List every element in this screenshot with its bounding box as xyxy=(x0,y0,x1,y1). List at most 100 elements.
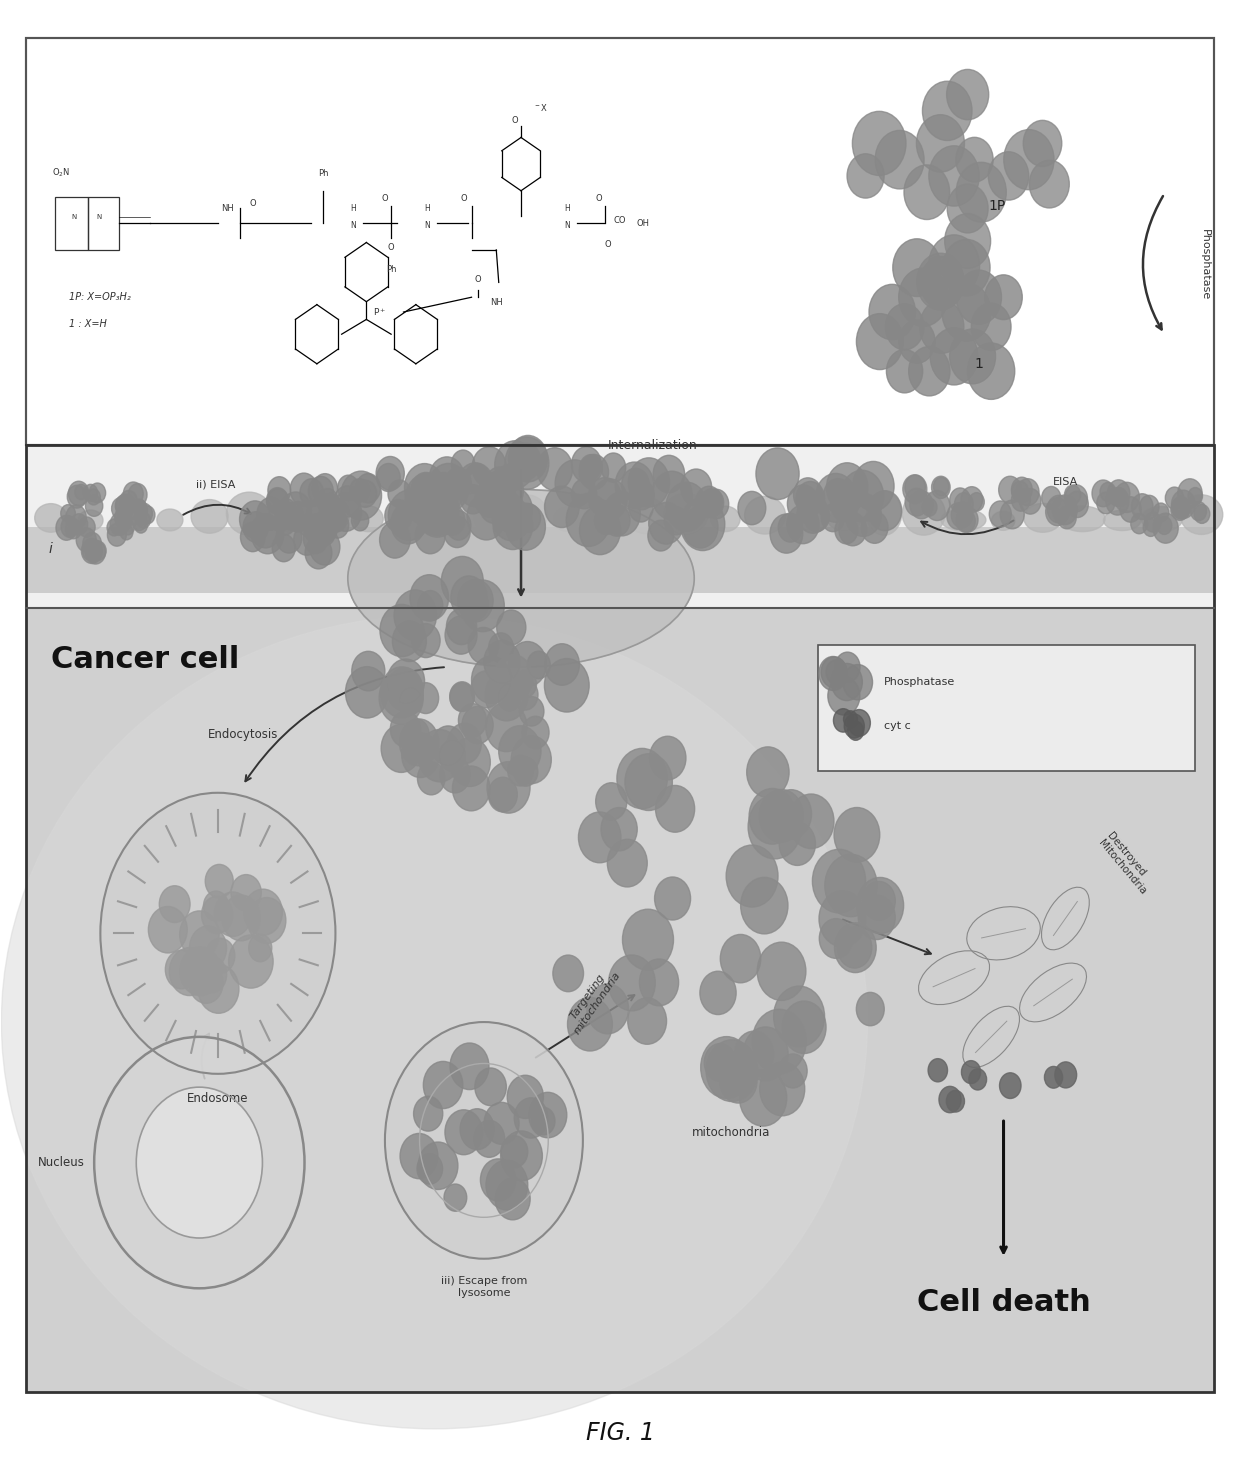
Circle shape xyxy=(125,501,145,525)
Text: 1P: X=OP₃H₂: 1P: X=OP₃H₂ xyxy=(69,292,131,302)
Bar xyxy=(26,526,1214,593)
Circle shape xyxy=(432,726,465,766)
Circle shape xyxy=(1153,513,1178,544)
Circle shape xyxy=(123,482,143,505)
Text: Endocytosis: Endocytosis xyxy=(207,728,278,741)
FancyBboxPatch shape xyxy=(818,645,1195,771)
Circle shape xyxy=(464,464,490,494)
Text: O: O xyxy=(249,199,255,207)
Ellipse shape xyxy=(1104,510,1141,531)
Circle shape xyxy=(579,505,620,554)
Circle shape xyxy=(934,477,949,496)
Text: $^-$X: $^-$X xyxy=(533,102,548,113)
Circle shape xyxy=(439,740,465,772)
Circle shape xyxy=(899,268,947,326)
Circle shape xyxy=(740,877,787,934)
Circle shape xyxy=(394,590,436,640)
Circle shape xyxy=(480,1159,516,1200)
Circle shape xyxy=(257,498,284,531)
Circle shape xyxy=(107,519,122,536)
Text: H: H xyxy=(564,205,570,213)
Circle shape xyxy=(497,494,522,523)
Circle shape xyxy=(683,507,718,548)
Circle shape xyxy=(497,464,521,492)
Circle shape xyxy=(112,498,130,520)
Circle shape xyxy=(706,1040,758,1101)
Circle shape xyxy=(201,897,233,934)
Circle shape xyxy=(487,762,529,814)
Ellipse shape xyxy=(626,498,666,534)
Circle shape xyxy=(222,895,260,941)
Circle shape xyxy=(114,507,131,528)
Ellipse shape xyxy=(967,907,1040,960)
Ellipse shape xyxy=(745,496,785,534)
Circle shape xyxy=(1058,507,1076,529)
Circle shape xyxy=(920,301,963,353)
Circle shape xyxy=(135,504,153,525)
Circle shape xyxy=(494,502,532,550)
Ellipse shape xyxy=(992,511,1014,531)
Bar xyxy=(26,608,1214,1392)
Circle shape xyxy=(517,504,541,532)
Circle shape xyxy=(650,737,686,780)
Circle shape xyxy=(616,748,667,809)
Circle shape xyxy=(165,950,197,988)
Circle shape xyxy=(925,491,950,520)
Circle shape xyxy=(1019,489,1042,514)
Ellipse shape xyxy=(1060,505,1105,532)
Circle shape xyxy=(956,270,1002,325)
Circle shape xyxy=(899,320,935,363)
Circle shape xyxy=(66,519,82,539)
Circle shape xyxy=(418,729,461,782)
Circle shape xyxy=(893,239,941,296)
Circle shape xyxy=(578,812,621,863)
Circle shape xyxy=(376,456,404,491)
Circle shape xyxy=(381,725,422,772)
Circle shape xyxy=(134,499,146,514)
Circle shape xyxy=(444,1184,466,1211)
Circle shape xyxy=(248,898,286,944)
Circle shape xyxy=(334,486,360,517)
Circle shape xyxy=(1055,1063,1076,1088)
Circle shape xyxy=(304,514,329,544)
Ellipse shape xyxy=(941,508,986,531)
Circle shape xyxy=(120,491,138,511)
Circle shape xyxy=(629,494,653,522)
Circle shape xyxy=(609,954,655,1011)
Text: O: O xyxy=(382,194,388,203)
Circle shape xyxy=(818,891,866,947)
Circle shape xyxy=(862,511,888,544)
Circle shape xyxy=(831,489,858,522)
Text: O: O xyxy=(461,194,467,203)
Circle shape xyxy=(486,1160,528,1209)
Circle shape xyxy=(66,505,86,529)
Circle shape xyxy=(243,511,269,542)
Circle shape xyxy=(252,514,280,548)
Circle shape xyxy=(961,1061,981,1083)
Circle shape xyxy=(278,499,296,520)
Circle shape xyxy=(469,627,498,664)
Circle shape xyxy=(290,473,317,505)
Circle shape xyxy=(956,510,976,532)
Circle shape xyxy=(294,525,320,556)
Circle shape xyxy=(61,517,78,538)
Circle shape xyxy=(410,575,449,621)
Circle shape xyxy=(647,520,673,551)
Circle shape xyxy=(312,474,337,504)
Circle shape xyxy=(831,664,862,701)
Circle shape xyxy=(76,528,97,551)
Circle shape xyxy=(129,499,148,520)
Circle shape xyxy=(83,542,97,560)
Text: mitochondria: mitochondria xyxy=(692,1126,770,1138)
Circle shape xyxy=(399,719,439,766)
Circle shape xyxy=(1115,482,1140,513)
Circle shape xyxy=(472,446,506,488)
Circle shape xyxy=(384,499,412,532)
Circle shape xyxy=(734,1031,774,1077)
Circle shape xyxy=(942,240,990,296)
Circle shape xyxy=(1131,494,1153,520)
Circle shape xyxy=(789,794,835,849)
Circle shape xyxy=(180,947,221,996)
Circle shape xyxy=(942,283,991,341)
Text: FIG. 1: FIG. 1 xyxy=(585,1421,655,1445)
